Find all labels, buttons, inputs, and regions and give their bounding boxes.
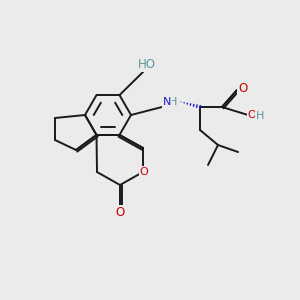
Text: O: O: [248, 110, 256, 120]
Text: H: H: [169, 97, 177, 107]
Text: H: H: [256, 111, 264, 121]
Text: N: N: [163, 97, 171, 107]
Text: O: O: [116, 206, 124, 218]
Text: HO: HO: [138, 58, 156, 71]
Text: O: O: [238, 82, 247, 94]
Text: O: O: [140, 167, 148, 177]
